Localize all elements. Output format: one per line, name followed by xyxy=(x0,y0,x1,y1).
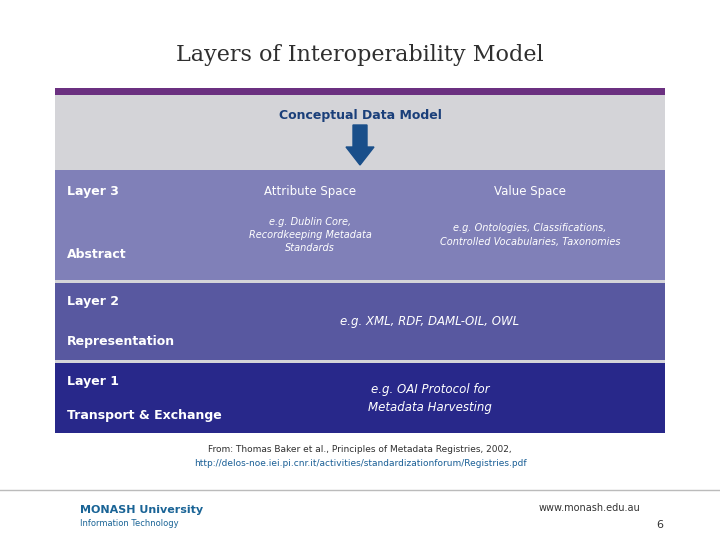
Text: Value Space: Value Space xyxy=(494,186,566,199)
Text: e.g. XML, RDF, DAML-OIL, OWL: e.g. XML, RDF, DAML-OIL, OWL xyxy=(341,315,520,328)
Text: Representation: Representation xyxy=(67,335,175,348)
Text: Information Technology: Information Technology xyxy=(80,519,179,529)
Text: e.g. OAI Protocol for
Metadata Harvesting: e.g. OAI Protocol for Metadata Harvestin… xyxy=(368,382,492,414)
Text: Transport & Exchange: Transport & Exchange xyxy=(67,408,222,422)
Text: www.monash.edu.au: www.monash.edu.au xyxy=(539,503,640,513)
Text: 6: 6 xyxy=(657,520,664,530)
Text: Attribute Space: Attribute Space xyxy=(264,186,356,199)
FancyArrow shape xyxy=(346,125,374,165)
Bar xyxy=(55,170,665,280)
Text: http://delos-noe.iei.pi.cnr.it/activities/standardizationforum/Registries.pdf: http://delos-noe.iei.pi.cnr.it/activitie… xyxy=(194,460,526,469)
Text: Layer 1: Layer 1 xyxy=(67,375,119,388)
Bar xyxy=(55,363,665,433)
Text: e.g. Ontologies, Classifications,
Controlled Vocabularies, Taxonomies: e.g. Ontologies, Classifications, Contro… xyxy=(440,224,620,247)
Text: e.g. Dublin Core,
Recordkeeping Metadata
Standards: e.g. Dublin Core, Recordkeeping Metadata… xyxy=(248,217,372,253)
Bar xyxy=(55,88,665,95)
Bar xyxy=(55,88,665,433)
Text: Conceptual Data Model: Conceptual Data Model xyxy=(279,109,441,122)
Text: MONASH University: MONASH University xyxy=(80,505,203,515)
Text: Layer 2: Layer 2 xyxy=(67,294,119,307)
Text: Abstract: Abstract xyxy=(67,248,127,261)
Text: Layers of Interoperability Model: Layers of Interoperability Model xyxy=(176,44,544,66)
Text: Layer 3: Layer 3 xyxy=(67,186,119,199)
Bar xyxy=(55,283,665,360)
Text: From: Thomas Baker et al., Principles of Metadata Registries, 2002,: From: Thomas Baker et al., Principles of… xyxy=(208,446,512,455)
